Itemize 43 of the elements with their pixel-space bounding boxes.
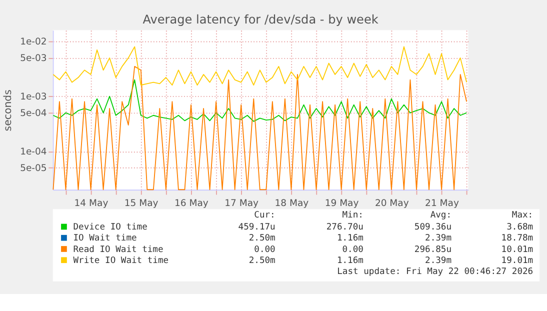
- text: 2.39m: [425, 256, 452, 266]
- x-tick-label: 17 May: [224, 198, 260, 209]
- text: 2.50m: [248, 234, 276, 244]
- y-tick-label: 5e-04: [20, 108, 47, 120]
- x-tick-label: 19 May: [324, 198, 360, 209]
- line-series: [52, 79, 468, 122]
- text: 459.17u: [238, 222, 276, 233]
- y-tick-label: 5e-03: [20, 53, 47, 64]
- text: 19.01m: [501, 256, 534, 266]
- x-tick-label: 20 May: [374, 198, 410, 209]
- text: 2.50m: [248, 256, 276, 266]
- text: 18.78m: [501, 234, 534, 244]
- x-tick-label: 15 May: [124, 198, 159, 209]
- y-tick-label: 5e-05: [20, 163, 47, 174]
- text: Last update: Fri May 22 00:46:27 2026: [337, 267, 534, 278]
- legend-label: Device IO time: [73, 222, 148, 233]
- x-tick-label: 21 May: [425, 198, 460, 209]
- legend-label: Write IO Wait time: [73, 256, 169, 266]
- text: Avg:: [430, 210, 452, 220]
- text: Cur:: [254, 210, 276, 220]
- text: 10.01m: [501, 244, 534, 255]
- x-tick-label: 14 May: [74, 198, 109, 209]
- text: Max:: [512, 210, 534, 220]
- text: 3.68m: [506, 222, 534, 233]
- text: 1.16m: [336, 256, 364, 266]
- y-axis-title: seconds: [2, 90, 14, 132]
- y-tick-label: 1e-04: [20, 146, 47, 158]
- text: 0.00: [342, 244, 364, 255]
- x-tick-label: 16 May: [174, 198, 209, 209]
- text: 296.85u: [414, 244, 452, 255]
- text: 276.70u: [326, 222, 364, 233]
- text: 2.39m: [425, 234, 452, 244]
- y-tick-label: 1e-02: [20, 36, 47, 48]
- y-tick-label: 1e-03: [20, 92, 47, 103]
- text: 0.00: [254, 244, 276, 255]
- x-tick-label: 18 May: [274, 198, 310, 209]
- line-series: [52, 46, 468, 86]
- legend-label: Read IO Wait time: [73, 244, 164, 255]
- chart-title: Average latency for /dev/sda - by week: [142, 12, 378, 27]
- text: Min:: [342, 210, 364, 220]
- legend-label: IO Wait time: [73, 234, 137, 244]
- text: 509.36u: [414, 222, 452, 233]
- text: 1.16m: [336, 234, 364, 244]
